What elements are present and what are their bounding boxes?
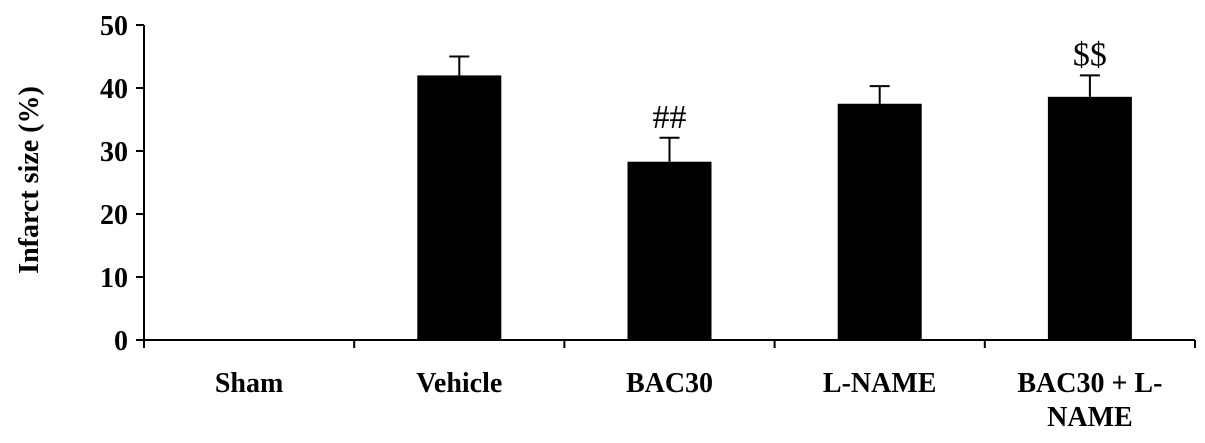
- x-axis: Sham Vehicle BAC30 L-NAME BAC30 + L-NAME: [143, 339, 1196, 433]
- y-tick-label: 50: [100, 11, 128, 42]
- error-bars: [449, 55, 1100, 162]
- y-tick-label: 20: [100, 200, 128, 231]
- annotations: ## $$: [653, 36, 1107, 135]
- bar: [627, 161, 712, 340]
- y-axis: 0 10 20 30 40 50: [100, 11, 145, 357]
- y-axis-label: Infarct size (%): [14, 86, 45, 274]
- x-tick-label: Sham: [215, 368, 283, 399]
- significance-annotation: $$: [1073, 36, 1107, 73]
- bar: [417, 75, 502, 341]
- y-tick-label: 10: [100, 263, 128, 294]
- y-tick-label: 30: [100, 137, 128, 168]
- x-tick-label: L-NAME: [823, 368, 937, 399]
- x-tick-label: BAC30: [626, 368, 713, 399]
- x-tick-label: Vehicle: [416, 368, 502, 399]
- y-tick-label: 40: [100, 74, 128, 105]
- y-tick-label: 0: [114, 326, 128, 357]
- bar: [837, 103, 922, 340]
- x-tick-label: BAC30 + L-NAME: [1017, 368, 1162, 433]
- bars: [417, 75, 1132, 341]
- bar: [1047, 96, 1132, 340]
- significance-annotation: ##: [653, 99, 687, 136]
